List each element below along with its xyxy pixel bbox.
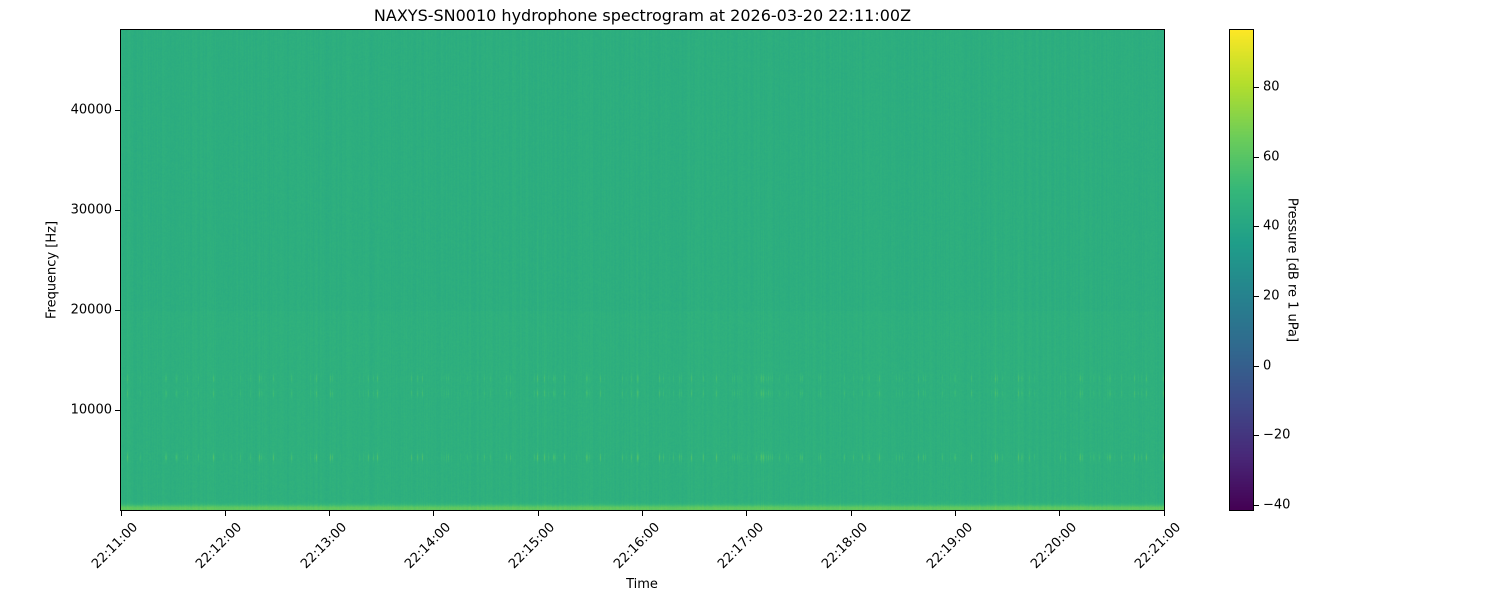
x-tick-mark xyxy=(642,511,643,516)
x-tick-mark xyxy=(850,511,852,516)
x-tick-label: 22:12:00 xyxy=(193,520,246,572)
y-tick-label: 30000 xyxy=(70,202,112,218)
colorbar-tick-label: 60 xyxy=(1263,149,1280,165)
chart-title: NAXYS-SN0010 hydrophone spectrogram at 2… xyxy=(373,6,912,25)
x-axis-label: Time xyxy=(626,577,658,592)
colorbar-tick-mark xyxy=(1254,435,1259,437)
x-tick-mark xyxy=(329,511,331,516)
x-tick-label: 22:19:00 xyxy=(923,520,976,572)
y-tick-mark xyxy=(115,110,120,111)
colorbar-label: Pressure [dB re 1 uPa] xyxy=(1284,197,1300,343)
y-tick-mark xyxy=(115,210,120,211)
x-tick-mark xyxy=(120,511,122,516)
colorbar-frame xyxy=(1229,29,1254,511)
colorbar-tick-mark xyxy=(1254,87,1259,89)
colorbar-tick-mark xyxy=(1254,365,1259,367)
x-tick-label: 22:17:00 xyxy=(714,520,767,572)
axes-frame xyxy=(120,29,1165,511)
colorbar-tick-mark xyxy=(1254,156,1259,158)
y-tick-mark xyxy=(115,310,120,311)
colorbar-tick-mark xyxy=(1254,296,1259,298)
y-tick-mark xyxy=(115,410,120,411)
colorbar-tick-label: 80 xyxy=(1263,79,1280,95)
y-tick-label: 10000 xyxy=(70,402,112,418)
colorbar-tick-label: 40 xyxy=(1263,218,1280,234)
y-tick-label: 40000 xyxy=(70,102,112,118)
x-tick-label: 22:11:00 xyxy=(89,520,142,572)
x-tick-label: 22:16:00 xyxy=(610,520,663,572)
x-tick-mark xyxy=(224,511,226,516)
y-axis-label: Frequency [Hz] xyxy=(44,220,60,320)
colorbar-tick-label: −20 xyxy=(1263,427,1291,443)
x-tick-mark xyxy=(1163,511,1165,516)
x-tick-label: 22:15:00 xyxy=(506,520,559,572)
colorbar xyxy=(1230,30,1253,510)
colorbar-tick-label: 0 xyxy=(1263,358,1272,374)
x-tick-label: 22:14:00 xyxy=(402,520,454,572)
colorbar-tick-label: −40 xyxy=(1263,497,1291,513)
x-tick-mark xyxy=(954,511,956,516)
x-tick-label: 22:21:00 xyxy=(1132,520,1185,572)
spectrogram-image xyxy=(121,30,1164,510)
x-tick-mark xyxy=(1059,511,1061,516)
x-tick-mark xyxy=(746,511,748,516)
colorbar-tick-mark xyxy=(1254,226,1259,228)
x-tick-label: 22:20:00 xyxy=(1027,520,1080,572)
colorbar-tick-label: 20 xyxy=(1263,288,1280,304)
y-tick-label: 20000 xyxy=(70,302,112,318)
x-tick-label: 22:13:00 xyxy=(297,520,350,572)
colorbar-tick-mark xyxy=(1254,505,1259,507)
x-tick-mark xyxy=(537,511,539,516)
x-tick-mark xyxy=(433,511,435,516)
x-tick-label: 22:18:00 xyxy=(819,520,872,572)
